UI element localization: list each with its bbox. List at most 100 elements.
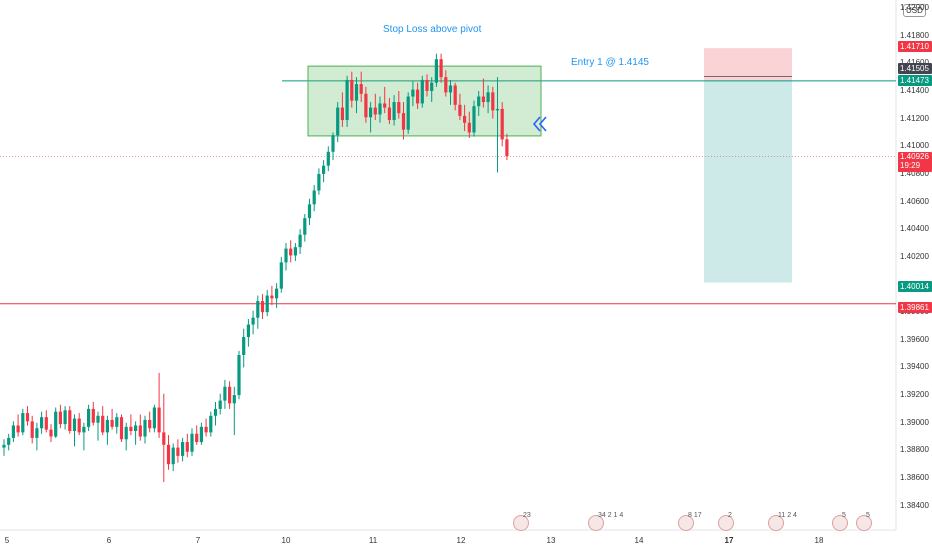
candle-body xyxy=(387,107,391,121)
candle-body xyxy=(195,433,199,443)
candle-body xyxy=(77,418,81,433)
candle-body xyxy=(25,413,30,422)
candle-body xyxy=(91,408,95,423)
time-axis[interactable]: 5 6 7 10 11 12 13 14 17 18 xyxy=(0,530,896,550)
candle-body xyxy=(298,234,302,248)
candle-body xyxy=(336,107,340,136)
candle-body xyxy=(397,102,401,114)
price-tick-label: 1.41200 xyxy=(900,113,929,123)
candle-body xyxy=(326,151,330,166)
economic-event-count: 5 xyxy=(866,512,870,519)
economic-event-flag-icon[interactable] xyxy=(718,515,734,531)
candle-body xyxy=(181,442,185,456)
price-tick-label: 1.42000 xyxy=(900,3,929,13)
candle-body xyxy=(11,425,15,438)
candle-body xyxy=(420,79,424,104)
candle-body xyxy=(134,425,138,431)
candle-body xyxy=(467,122,471,133)
price-tick-label: 1.41800 xyxy=(900,30,929,40)
level-price-tag: 1.41505 xyxy=(898,63,932,74)
currency-badge[interactable]: USD xyxy=(903,4,926,17)
candle-body xyxy=(16,425,20,433)
candle-body xyxy=(463,115,467,123)
candle-body xyxy=(232,395,236,404)
candle-body xyxy=(481,96,485,103)
candle-body xyxy=(458,104,462,116)
candle-body xyxy=(270,295,274,299)
candle-body xyxy=(110,419,114,427)
candle-body xyxy=(448,85,453,93)
candle-body xyxy=(359,84,363,94)
price-tick-label: 1.41400 xyxy=(900,86,929,95)
candle-body xyxy=(54,411,58,437)
candle-body xyxy=(275,288,279,299)
candle-body xyxy=(434,59,438,83)
economic-event-count: 8 17 xyxy=(688,512,702,519)
candle-body xyxy=(49,429,53,437)
candle-body xyxy=(63,410,67,425)
candle-body xyxy=(138,425,142,437)
entry-annotation[interactable]: Entry 1 @ 1.4145 xyxy=(571,57,649,68)
candle-body xyxy=(2,444,6,448)
economic-event-flag-icon[interactable] xyxy=(832,515,848,531)
candle-body xyxy=(72,418,77,431)
price-axis[interactable]: 1.42000 1.41800 1.41600 1.41400 1.41200 1.410… xyxy=(896,0,932,530)
price-tick-label: 1.39200 xyxy=(900,390,929,400)
time-tick-label: 17 xyxy=(724,536,734,545)
candle-body xyxy=(505,139,509,156)
candle-body xyxy=(350,79,354,101)
candle-body xyxy=(119,417,124,440)
candle-body xyxy=(237,354,241,396)
candle-body xyxy=(369,107,373,118)
time-tick-label: 11 xyxy=(368,536,378,545)
economic-event-count: 11 2 4 xyxy=(778,512,797,519)
price-tick-label: 1.39400 xyxy=(900,362,929,372)
economic-event-flag-icon[interactable] xyxy=(678,515,694,531)
candle-body xyxy=(411,89,415,97)
candle-body xyxy=(284,248,288,263)
price-tick-label: 1.41000 xyxy=(900,141,929,151)
candle-body xyxy=(30,421,34,438)
candle-body xyxy=(303,218,307,235)
candle-body xyxy=(185,442,189,452)
economic-event-flag-icon[interactable] xyxy=(513,515,529,531)
time-tick-label: 10 xyxy=(281,536,291,545)
candle-body xyxy=(68,410,72,431)
economic-event-count: 23 xyxy=(523,512,531,519)
candle-body xyxy=(477,96,481,107)
candle-body xyxy=(199,426,203,443)
candle-body xyxy=(312,190,316,205)
candle-body xyxy=(373,107,377,115)
candle-body xyxy=(58,411,62,425)
current-price-value: 1.40926 xyxy=(900,152,929,161)
pivot-annotation[interactable]: Stop Loss above pivot xyxy=(383,24,482,35)
candle-body xyxy=(378,103,382,115)
economic-event-flag-icon[interactable] xyxy=(856,515,872,531)
candle-body xyxy=(166,444,171,465)
economic-event-flag-icon[interactable] xyxy=(588,515,604,531)
candle-body xyxy=(143,419,147,437)
candle-body xyxy=(162,432,166,445)
candle-body xyxy=(171,447,175,465)
candle-body xyxy=(251,317,255,325)
candle-body xyxy=(129,426,133,431)
candle-body xyxy=(148,419,152,429)
economic-event-count: 2 xyxy=(728,512,732,519)
candle-body xyxy=(500,108,504,140)
candle-body xyxy=(279,262,283,289)
price-tick-label: 1.38400 xyxy=(900,500,929,510)
price-tick-label: 1.40400 xyxy=(900,224,929,234)
candle-body xyxy=(157,407,161,433)
economic-event-flag-icon[interactable] xyxy=(768,515,784,531)
candle-body xyxy=(176,447,180,456)
candle-body xyxy=(21,413,25,433)
candle-body xyxy=(495,108,500,111)
take-profit-zone xyxy=(704,80,792,283)
support-price-tag: 1.39861 xyxy=(898,302,932,313)
candle-body xyxy=(364,93,368,118)
target-price-tag: 1.40014 xyxy=(898,281,932,292)
candle-body xyxy=(246,324,250,338)
candle-body xyxy=(307,204,312,219)
price-tick-label: 1.40200 xyxy=(900,251,929,261)
